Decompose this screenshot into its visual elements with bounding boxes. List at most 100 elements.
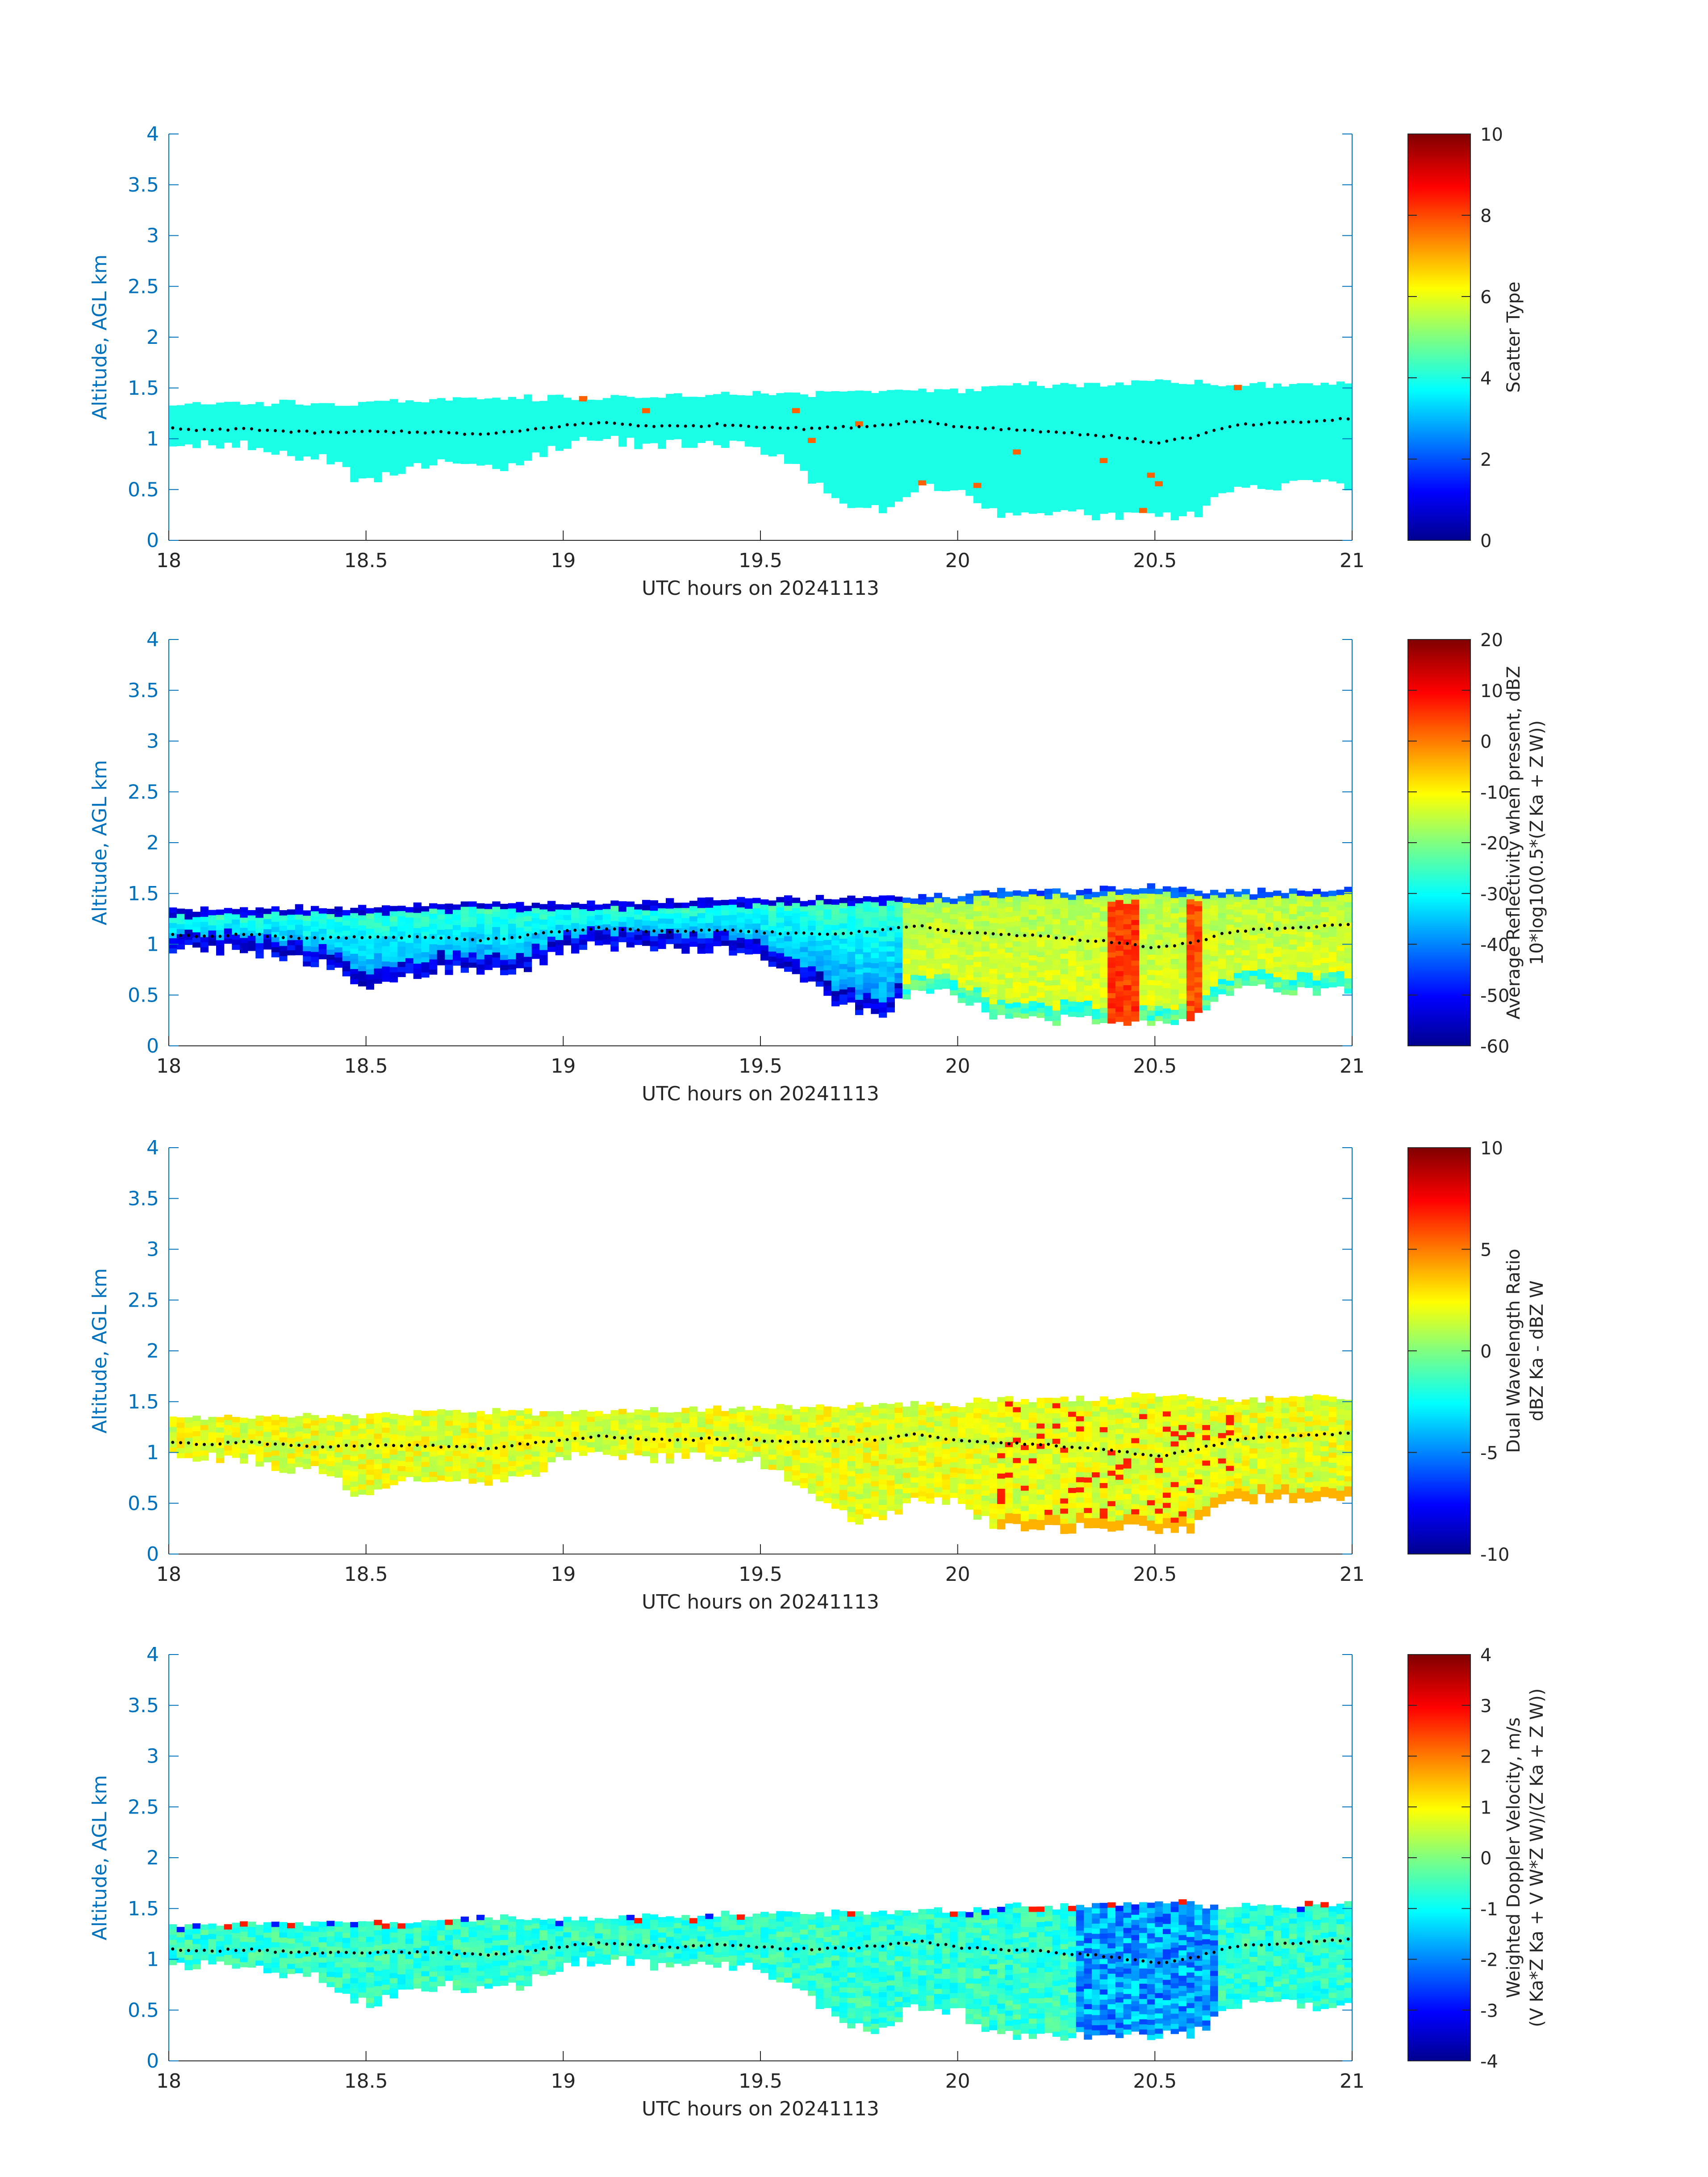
heatmap-cell <box>1084 919 1092 925</box>
heatmap-cell <box>1131 487 1140 493</box>
heatmap-cell <box>934 470 942 476</box>
heatmap-cell <box>1084 434 1092 439</box>
heatmap-cell <box>1210 910 1219 916</box>
heatmap-cell <box>1052 908 1061 914</box>
heatmap-cell <box>894 455 903 461</box>
heatmap-cell <box>1021 947 1029 953</box>
heatmap-cell <box>1076 940 1084 946</box>
cloud-base-dot <box>881 423 885 426</box>
heatmap-cell <box>263 919 272 924</box>
heatmap-cell <box>1147 954 1155 960</box>
heatmap-cell <box>918 464 927 470</box>
heatmap-cell <box>468 922 477 927</box>
heatmap-cell <box>1052 965 1061 970</box>
heatmap-cell <box>579 401 587 407</box>
heatmap-cell <box>555 950 564 956</box>
heatmap-cell <box>1163 962 1171 968</box>
heatmap-cell <box>863 957 871 963</box>
heatmap-cell <box>1107 998 1116 1003</box>
heatmap-cell <box>1265 418 1274 424</box>
heatmap-cell <box>303 920 311 926</box>
heatmap-cell <box>326 939 335 945</box>
heatmap-cell <box>926 478 935 484</box>
heatmap-cell <box>1226 405 1234 411</box>
heatmap-cell <box>831 416 840 422</box>
heatmap-cell <box>1052 481 1061 487</box>
heatmap-cell <box>997 441 1006 447</box>
heatmap-cell <box>1013 434 1021 439</box>
heatmap-cell <box>1021 476 1029 482</box>
heatmap-cell <box>973 406 982 412</box>
heatmap-cell <box>1028 990 1037 996</box>
heatmap-cell <box>1052 1015 1061 1021</box>
heatmap-cell <box>587 921 595 927</box>
heatmap-cell <box>1289 394 1297 400</box>
heatmap-cell <box>1170 908 1179 914</box>
heatmap-cell <box>666 923 674 929</box>
heatmap-cell <box>705 420 714 426</box>
heatmap-cell <box>1068 384 1077 390</box>
heatmap-cell <box>894 911 903 917</box>
heatmap-cell <box>295 405 303 410</box>
heatmap-cell <box>208 425 217 430</box>
heatmap-cell <box>579 396 587 401</box>
heatmap-cell <box>1076 956 1084 961</box>
heatmap-cell <box>1202 990 1211 995</box>
heatmap-cell <box>1060 943 1069 949</box>
heatmap-cell <box>839 488 848 493</box>
heatmap-cell <box>618 426 627 432</box>
heatmap-cell <box>437 909 445 915</box>
heatmap-cell <box>311 946 319 952</box>
heatmap-cell <box>500 929 509 935</box>
heatmap-cell <box>1194 430 1203 436</box>
cloud-base-dot <box>502 430 506 434</box>
heatmap-cell <box>1092 474 1100 480</box>
heatmap-cell <box>1084 929 1092 935</box>
heatmap-cell <box>1052 405 1061 410</box>
heatmap-cell <box>1186 894 1195 899</box>
heatmap-cell <box>1163 886 1171 892</box>
heatmap-cell <box>1013 495 1021 501</box>
heatmap-cell <box>492 418 501 423</box>
heatmap-cell <box>295 435 303 441</box>
heatmap-cell <box>539 411 548 417</box>
heatmap-cell <box>1060 999 1069 1005</box>
heatmap-cell <box>1163 993 1171 999</box>
heatmap-cell <box>666 435 674 440</box>
heatmap-cell <box>555 420 564 426</box>
heatmap-cell <box>192 412 201 418</box>
heatmap-cell <box>721 437 729 443</box>
heatmap-cell <box>894 978 903 983</box>
heatmap-cell <box>1289 384 1297 389</box>
heatmap-cell <box>973 416 982 422</box>
heatmap-cell <box>1092 963 1100 969</box>
heatmap-cell <box>950 909 958 915</box>
cloud-base-dot <box>210 429 214 432</box>
heatmap-cell <box>555 940 564 945</box>
heatmap-cell <box>894 394 903 400</box>
heatmap-cell <box>1265 443 1274 449</box>
heatmap-cell <box>1194 420 1203 426</box>
cloud-base-dot <box>991 426 995 430</box>
heatmap-cell <box>437 929 445 935</box>
heatmap-cell <box>1194 481 1203 487</box>
heatmap-cell <box>1005 416 1013 422</box>
heatmap-cell <box>1139 969 1148 975</box>
cloud-base-dot <box>187 428 190 431</box>
heatmap-cell <box>1021 907 1029 912</box>
heatmap-cell <box>729 409 737 415</box>
heatmap-cell <box>1202 444 1211 450</box>
heatmap-cell <box>1155 400 1163 405</box>
heatmap-cell <box>184 934 193 940</box>
heatmap-cell <box>1021 952 1029 958</box>
heatmap-cell <box>981 926 990 932</box>
heatmap-cell <box>350 467 359 472</box>
heatmap-cell <box>1226 431 1234 437</box>
heatmap-cell <box>997 436 1006 442</box>
heatmap-cell <box>1210 930 1219 936</box>
heatmap-cell <box>176 420 185 426</box>
heatmap-cell <box>508 969 516 975</box>
heatmap-cell <box>1107 932 1116 937</box>
heatmap-cell <box>1170 928 1179 934</box>
heatmap-cell <box>1234 942 1242 948</box>
